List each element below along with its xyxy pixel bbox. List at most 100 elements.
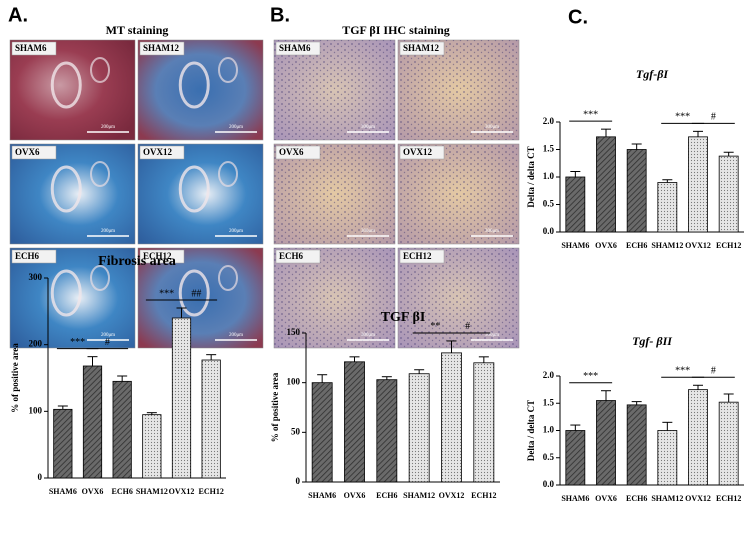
image-label: SHAM12 [403, 43, 440, 53]
scale-label: 200μm [101, 125, 115, 130]
significance-label: # [105, 337, 110, 348]
y-tick-label: 1.5 [543, 144, 555, 154]
bar [441, 352, 462, 483]
significance-label: ## [191, 288, 201, 299]
y-tick-label: 0.0 [543, 226, 555, 236]
panel-label: C. [568, 6, 588, 28]
image-label-box [275, 249, 321, 264]
chart-title: Fibrosis area [98, 254, 176, 269]
x-tick-label: ECH12 [716, 494, 741, 503]
tissue-structure [218, 265, 238, 291]
bar [473, 362, 495, 483]
x-tick-label: OVX12 [685, 241, 711, 250]
y-tick-label: 1.0 [543, 171, 555, 181]
tissue-structure [90, 57, 110, 83]
x-tick-label: ECH12 [198, 487, 223, 496]
charts: Fibrosis area % of positive area 0 100 200 30… [10, 67, 744, 503]
y-tick-label: 0 [296, 476, 301, 486]
bar [565, 430, 586, 486]
bar [626, 404, 647, 486]
panel-label: A. [8, 4, 28, 26]
scale-label: 300μm [361, 333, 375, 338]
panel-title: TGF βI IHC staining [342, 23, 450, 37]
image-label: SHAM6 [15, 43, 47, 53]
micrograph [9, 143, 136, 245]
micrograph-texture [398, 40, 519, 140]
image-label-box [11, 249, 57, 264]
x-tick-label: SHAM6 [561, 494, 589, 503]
chart-title: Tgf- βII [632, 334, 673, 348]
image-label: OVX6 [279, 147, 304, 157]
bar [596, 400, 616, 486]
bar [688, 389, 708, 486]
x-tick-label: OVX6 [595, 241, 617, 250]
y-axis-label: Delta / delta CT [526, 400, 536, 461]
bar [688, 136, 708, 233]
tissue-structure [50, 61, 82, 109]
image-label-box [399, 145, 445, 160]
bar [311, 382, 333, 483]
x-tick-label: SHAM12 [651, 241, 683, 250]
y-tick-label: 50 [291, 426, 301, 436]
image-label: SHAM12 [143, 43, 180, 53]
chart-title: TGF βI [381, 310, 426, 325]
image-label: ECH6 [279, 251, 304, 261]
scale-label: 300μm [485, 333, 499, 338]
x-tick-label: ECH12 [471, 491, 496, 500]
bar [201, 359, 221, 479]
x-tick-label: OVX6 [595, 494, 617, 503]
scale-label: 200μm [101, 333, 115, 338]
image-label: SHAM6 [279, 43, 311, 53]
bar [718, 401, 739, 486]
image-label-box [399, 249, 445, 264]
x-tick-label: SHAM6 [49, 487, 77, 496]
y-tick-label: 100 [287, 377, 301, 387]
y-tick-label: 0.0 [543, 479, 555, 489]
significance-label: *** [583, 109, 598, 120]
significance-label: # [465, 321, 470, 332]
micrograph [137, 143, 264, 245]
bar [142, 414, 162, 479]
image-label-box [275, 145, 321, 160]
bar [344, 361, 365, 483]
y-tick-label: 0.5 [543, 452, 555, 462]
image-label-box [275, 41, 321, 56]
scale-label: 200μm [229, 229, 243, 234]
scale-label: 300μm [361, 229, 375, 234]
scale-label: 300μm [361, 125, 375, 130]
significance-label: # [711, 112, 716, 123]
chart-title: Tgf-βI [636, 67, 669, 81]
significance-label: *** [675, 366, 690, 377]
micrographs: A. B. C. MT staining SHAM6 200μm SHAM12 200μm OV… [8, 4, 588, 349]
bar [657, 430, 678, 486]
significance-label: *** [583, 371, 598, 382]
tissue-structure [50, 269, 82, 317]
x-tick-label: SHAM6 [561, 241, 589, 250]
y-tick-label: 100 [29, 405, 43, 415]
tissue-structure [218, 57, 238, 83]
micrograph-texture [398, 248, 519, 348]
image-label: OVX6 [15, 147, 40, 157]
y-tick-label: 1.0 [543, 425, 555, 435]
y-tick-label: 300 [29, 272, 43, 282]
bar [718, 155, 739, 233]
x-tick-label: SHAM12 [403, 491, 435, 500]
bar [596, 136, 616, 233]
scale-label: 300μm [485, 229, 499, 234]
x-tick-label: OVX12 [685, 494, 711, 503]
micrograph [137, 247, 264, 349]
micrograph [137, 39, 264, 141]
significance-label: ** [430, 321, 440, 332]
image-label: OVX12 [403, 147, 432, 157]
micrograph-texture [274, 144, 395, 244]
x-tick-label: ECH6 [376, 491, 397, 500]
significance-label: # [711, 366, 716, 377]
image-label: OVX12 [143, 147, 172, 157]
bar [53, 408, 73, 479]
micrograph-texture [274, 248, 395, 348]
tissue-structure [90, 265, 110, 291]
y-tick-label: 200 [29, 339, 43, 349]
x-tick-label: ECH6 [626, 494, 647, 503]
scale-label: 200μm [101, 229, 115, 234]
